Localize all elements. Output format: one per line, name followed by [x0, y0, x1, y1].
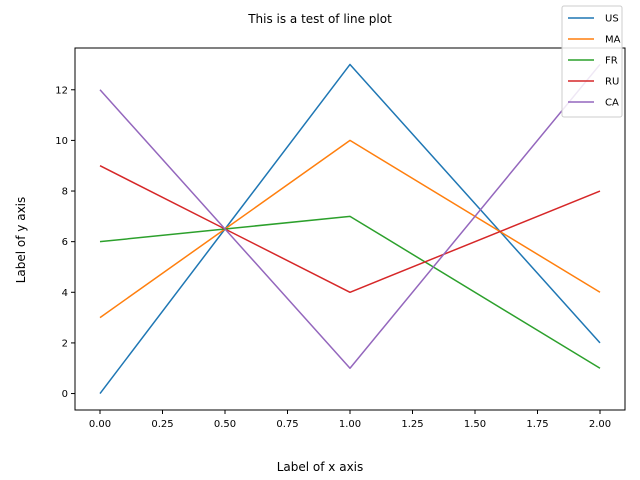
y-tick-label: 10	[55, 136, 68, 147]
y-tick-label: 8	[62, 187, 68, 198]
legend-label-fr: FR	[605, 56, 618, 67]
x-tick-label: 1.25	[401, 419, 423, 430]
legend: US MA FR RU CA	[561, 5, 623, 118]
legend-label-ma: MA	[605, 35, 621, 46]
legend-label-ca: CA	[605, 98, 619, 109]
series-line-ca	[99, 63, 601, 369]
series-line-ru	[99, 165, 601, 294]
y-axis-label: Label of y axis	[14, 197, 28, 284]
legend-label-ru: RU	[605, 77, 619, 88]
axes-frame	[74, 47, 626, 411]
x-axis-label: Label of x axis	[277, 460, 364, 474]
y-tick-label: 2	[62, 338, 68, 349]
y-tick-label: 12	[55, 85, 68, 96]
x-tick-label: 0.75	[276, 419, 298, 430]
y-tick-label: 6	[62, 237, 68, 248]
legend-box	[561, 5, 623, 118]
x-tick-label: 1.50	[464, 419, 486, 430]
y-tick-label: 4	[62, 288, 68, 299]
plot-area: 0.00 0.25 0.50 0.75 1.00 1.25 1.50 1.75 2.00 0 2 4 6…	[55, 47, 626, 430]
y-tick-label: 0	[62, 389, 68, 400]
x-tick-label: 0.00	[89, 419, 111, 430]
x-tick-label: 1.00	[339, 419, 361, 430]
series-line-ma	[99, 139, 601, 319]
x-tick-label: 0.50	[214, 419, 236, 430]
legend-label-us: US	[605, 14, 619, 25]
series-line-fr	[99, 215, 601, 369]
chart-title: This is a test of line plot	[247, 12, 392, 26]
series-line-us	[99, 63, 601, 395]
x-tick-label: 0.25	[151, 419, 173, 430]
x-tick-label: 2.00	[589, 419, 611, 430]
x-tick-label: 1.75	[526, 419, 548, 430]
